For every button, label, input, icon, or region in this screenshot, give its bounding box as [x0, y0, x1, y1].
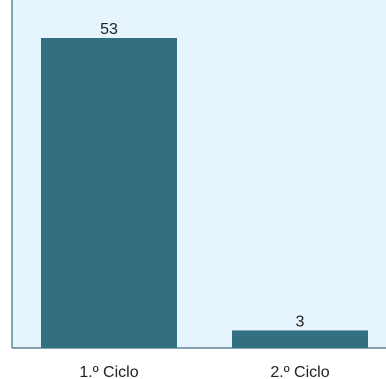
data-label-1: 53 [100, 21, 118, 38]
x-tick-label-2: 2.º Ciclo [270, 364, 329, 379]
data-labels-group: 53 3 [100, 21, 304, 330]
x-tick-labels-group: 1.º Ciclo 2.º Ciclo [79, 364, 329, 379]
bars-group [41, 38, 368, 348]
data-label-2: 3 [296, 313, 305, 330]
x-tick-label-1: 1.º Ciclo [79, 364, 138, 379]
bar-1 [41, 38, 177, 348]
bar-2 [232, 330, 368, 348]
